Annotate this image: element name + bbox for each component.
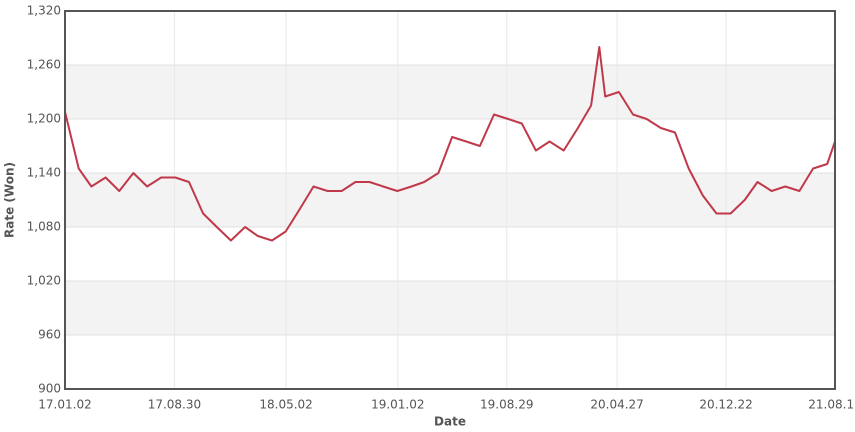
grid-band: [65, 65, 835, 119]
data-line: [64, 46, 836, 242]
x-tick-label: 17.01.02: [38, 398, 91, 412]
y-tick-label: 1,080: [27, 220, 61, 234]
y-axis-title: Rate (Won): [3, 162, 17, 238]
x-tick-label: 18.05.02: [259, 398, 312, 412]
y-tick-label: 1,140: [27, 166, 61, 180]
y-tick-label: 1,260: [27, 58, 61, 72]
grid-band: [65, 173, 835, 227]
y-tick-label: 1,200: [27, 112, 61, 126]
plot-background: [65, 11, 835, 389]
y-tick-label: 1,320: [27, 4, 61, 18]
y-tick-label: 960: [38, 328, 61, 342]
x-tick-label: 19.01.02: [371, 398, 424, 412]
x-tick-label: 17.08.30: [148, 398, 201, 412]
x-axis-title: Date: [434, 415, 466, 429]
y-tick-label: 900: [38, 382, 61, 396]
x-tick-label: 20.04.27: [590, 398, 643, 412]
y-tick-label: 1,020: [27, 274, 61, 288]
x-tick-label: 21.08.18: [808, 398, 855, 412]
plot-border: [64, 10, 836, 390]
x-tick-label: 19.08.29: [480, 398, 533, 412]
grid-band: [65, 281, 835, 335]
x-tick-label: 20.12.22: [699, 398, 752, 412]
